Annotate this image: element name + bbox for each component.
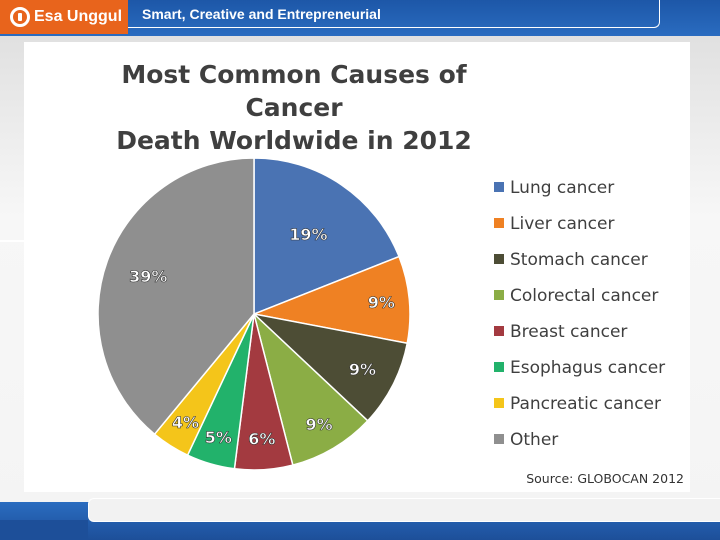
data-label-1: 9% <box>368 293 395 312</box>
header-frame <box>0 0 660 28</box>
data-label-2: 9% <box>349 360 376 379</box>
data-label-6: 4% <box>172 413 199 432</box>
legend-swatch-2 <box>494 254 504 264</box>
legend-swatch-3 <box>494 290 504 300</box>
footer-accent <box>0 520 88 540</box>
chart-panel: 19% 9% 9% 9% 6% 5% 4% 39% Lung cancer Liver cance… <box>24 42 690 492</box>
legend-label-3: Colorectal cancer <box>510 286 658 306</box>
data-label-0: 19% <box>289 225 327 244</box>
logo-text: Esa Unggul <box>34 8 123 25</box>
pie-slice-1 <box>251 255 411 345</box>
legend-label-0: Lung cancer <box>510 178 614 198</box>
pie-slice-7 <box>97 157 255 436</box>
chart-title: Most Common Causes of Cancer Death World… <box>84 58 504 157</box>
tagline: Smart, Creative and Entrepreneurial <box>142 6 381 22</box>
legend-swatch-1 <box>494 218 504 228</box>
divider <box>0 240 24 242</box>
legend-swatch-4 <box>494 326 504 336</box>
chart-title-line-1: Most Common Causes of Cancer <box>121 60 467 122</box>
legend-label-4: Breast cancer <box>510 322 627 342</box>
legend-swatch-6 <box>494 398 504 408</box>
data-label-4: 6% <box>248 430 275 449</box>
pie-chart: 19% 9% 9% 9% 6% 5% 4% 39% Lung cancer Liver cance… <box>97 157 665 471</box>
pie-slice-2 <box>251 312 409 422</box>
legend-label-7: Other <box>510 430 558 450</box>
chart-source: Source: GLOBOCAN 2012 <box>526 471 684 486</box>
pie-slice-3 <box>252 311 369 467</box>
data-label-7: 39% <box>129 267 167 286</box>
footer-frame <box>88 498 720 522</box>
data-label-5: 5% <box>205 428 232 447</box>
legend-swatch-5 <box>494 362 504 372</box>
logo-icon <box>10 7 30 27</box>
pie-slice-0 <box>253 157 401 316</box>
legend-label-2: Stomach cancer <box>510 250 648 270</box>
legend-swatch-7 <box>494 434 504 444</box>
logo: Esa Unggul <box>0 0 128 34</box>
legend-label-5: Esophagus cancer <box>510 358 665 378</box>
legend-swatch-0 <box>494 182 504 192</box>
legend-label-1: Liver cancer <box>510 214 614 234</box>
data-label-3: 9% <box>306 415 333 434</box>
legend-label-6: Pancreatic cancer <box>510 394 661 414</box>
chart-title-line-2: Death Worldwide in 2012 <box>116 126 472 155</box>
